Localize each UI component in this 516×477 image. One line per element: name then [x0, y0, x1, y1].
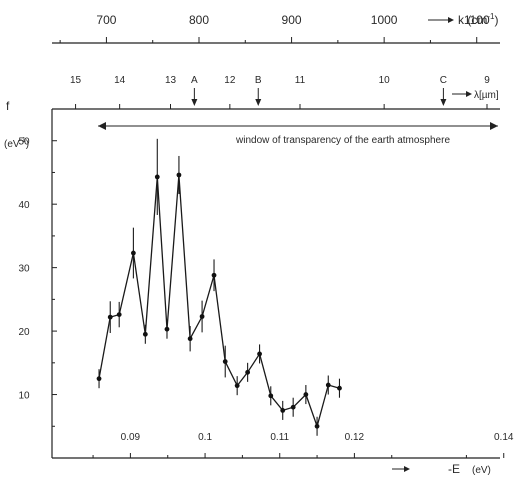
- wavelength-axis-label-text: λ[µm]: [474, 90, 499, 101]
- data-point: [325, 382, 331, 388]
- wavelength-markers: A B C: [191, 75, 447, 106]
- x-axis-ticks: 0.09 0.1 0.11 0.12 0.14: [92, 432, 514, 458]
- data-point: [222, 359, 228, 364]
- data-point: [199, 314, 205, 319]
- wavelength-tick-label: 15: [70, 75, 82, 86]
- marker-label: B: [255, 75, 262, 86]
- k-tick-label: 800: [189, 13, 209, 27]
- data-point: [164, 326, 170, 332]
- data-point: [280, 408, 286, 413]
- svg-text:k (cm-1): k (cm-1): [458, 12, 498, 27]
- x-tick-label: 0.1: [198, 432, 212, 443]
- marker-arrowhead: [440, 99, 447, 106]
- k-tick-label: 1100: [464, 13, 490, 27]
- data-point: [257, 351, 262, 357]
- k-axis-label-text: k (cm: [458, 13, 487, 27]
- data-point: [96, 376, 102, 382]
- wavelength-tick-label: 14: [114, 75, 126, 86]
- wavelength-axis-ticks: 15141312111098.5: [70, 75, 490, 109]
- k-axis-label: k (cm-1): [428, 12, 498, 27]
- x-tick-label: 0.09: [121, 432, 141, 443]
- k-axis-label-close: ): [494, 13, 498, 27]
- wavelength-tick-label: 11: [295, 75, 306, 86]
- marker-arrowhead: [255, 99, 262, 106]
- wavelength-axis-arrowhead: [466, 91, 472, 97]
- window-arrow-right-head: [490, 122, 498, 130]
- data-point: [130, 250, 136, 256]
- data-point: [268, 393, 274, 399]
- x-axis-arrowhead: [404, 466, 410, 472]
- y-tick-label: 30: [18, 264, 30, 275]
- x-tick-label: 0.14: [494, 432, 514, 443]
- window-annotation-text: window of transparency of the earth atmo…: [235, 135, 450, 146]
- y-tick-label: 50: [18, 137, 30, 148]
- data-point: [337, 385, 342, 391]
- data-point: [303, 392, 309, 397]
- k-tick-label: 1000: [371, 13, 398, 27]
- data-point: [211, 272, 217, 278]
- marker-label: A: [191, 75, 198, 86]
- svg-text:(eV-1): (eV-1): [4, 137, 29, 150]
- marker-arrowhead: [191, 99, 198, 106]
- data-point: [187, 336, 193, 342]
- y-tick-label: 40: [18, 200, 30, 211]
- y-axis-label: f: [6, 99, 10, 113]
- data-point: [154, 174, 160, 180]
- x-tick-label: 0.12: [345, 432, 365, 443]
- y-axis-ticks: 10 20 30 40 50: [18, 108, 57, 427]
- y-axis-unit: (eV: [4, 139, 20, 150]
- wavelength-tick-label: 9: [484, 75, 490, 86]
- series-line: [98, 174, 340, 429]
- k-axis-label-sup: -1: [487, 12, 495, 21]
- wavelength-tick-label: 13: [165, 75, 177, 86]
- transparency-window-annotation: window of transparency of the earth atmo…: [98, 122, 498, 146]
- wavelength-tick-label: 10: [379, 75, 391, 86]
- x-axis-label-text: -E: [448, 462, 460, 476]
- k-tick-label: 900: [282, 13, 302, 27]
- y-tick-label: 10: [18, 391, 30, 402]
- k-axis-ticks: 700 800 900 1000 1100: [59, 13, 490, 43]
- data-point: [142, 331, 148, 337]
- data-point: [290, 404, 296, 410]
- x-tick-label: 0.11: [270, 432, 289, 443]
- data-point: [176, 172, 182, 178]
- k-tick-label: 700: [96, 13, 116, 27]
- window-arrow-left-head: [98, 122, 106, 130]
- marker-label: C: [440, 75, 447, 86]
- y-tick-label: 20: [18, 327, 30, 338]
- data-point: [116, 312, 122, 317]
- data-point: [314, 423, 320, 429]
- k-axis-arrowhead: [448, 17, 454, 23]
- x-axis-label: -E (eV): [392, 462, 491, 476]
- y-axis-unit-close: ): [26, 139, 29, 150]
- x-axis-unit: (eV): [472, 465, 491, 476]
- wavelength-axis-label: λ[µm]: [452, 90, 499, 101]
- data-point: [107, 314, 113, 320]
- wavelength-tick-label: 12: [224, 75, 236, 86]
- y-axis-unit-sup: -1: [20, 137, 26, 144]
- data-point: [245, 369, 251, 375]
- data-point: [234, 383, 240, 389]
- data-series: [96, 138, 342, 436]
